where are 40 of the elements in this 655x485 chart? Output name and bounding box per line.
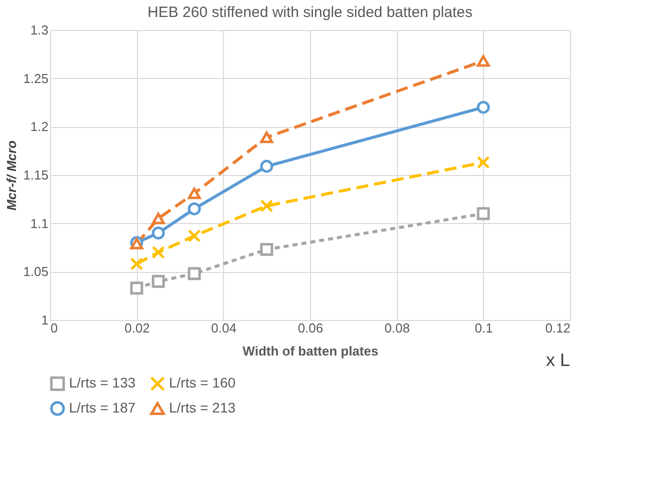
point <box>152 212 165 224</box>
legend-label: L/rts = 213 <box>169 400 236 416</box>
point <box>188 202 201 216</box>
point <box>476 55 490 67</box>
x-tick-label: 0.04 <box>211 320 236 336</box>
y-tick-label: 1.2 <box>30 119 48 134</box>
x-tick-label: 0.1 <box>474 320 493 336</box>
y-tick-label: 1 <box>41 312 48 328</box>
x-tick-label: 0.08 <box>384 320 410 336</box>
point <box>188 229 201 242</box>
y-axis-title: Mcr-f/ Mcro <box>4 140 20 211</box>
legend-label: L/rts = 160 <box>169 374 236 391</box>
point <box>152 246 165 259</box>
y-tick-label: 1.05 <box>23 264 48 280</box>
point <box>260 160 274 173</box>
point <box>152 274 165 288</box>
point <box>130 282 144 295</box>
x-tick-label: 0.06 <box>298 320 324 336</box>
y-tick-label: 1.15 <box>23 168 48 182</box>
point <box>260 132 274 144</box>
point <box>476 156 490 169</box>
point <box>476 207 490 220</box>
point <box>188 267 201 280</box>
legend-label: L/rts = 187 <box>69 400 136 416</box>
point <box>188 188 201 200</box>
x-tick-label: 0.12 <box>545 320 570 336</box>
y-tick-label: 1.3 <box>30 22 48 38</box>
point <box>260 242 274 256</box>
x-tick-label: 0.02 <box>124 320 150 336</box>
chart-title: HEB 260 stiffened with single sided batten plates <box>148 4 472 21</box>
point <box>152 226 165 240</box>
point <box>476 100 490 114</box>
x-tick-label: 0 <box>50 320 58 336</box>
text: x L <box>546 350 570 370</box>
point <box>130 257 144 270</box>
point <box>260 199 274 212</box>
y-tick-label: 1.1 <box>30 216 48 231</box>
y-tick-label: 1.25 <box>23 70 48 86</box>
legend-label: L/rts = 133 <box>69 374 136 391</box>
x-axis-title: Width of batten plates <box>242 344 378 358</box>
